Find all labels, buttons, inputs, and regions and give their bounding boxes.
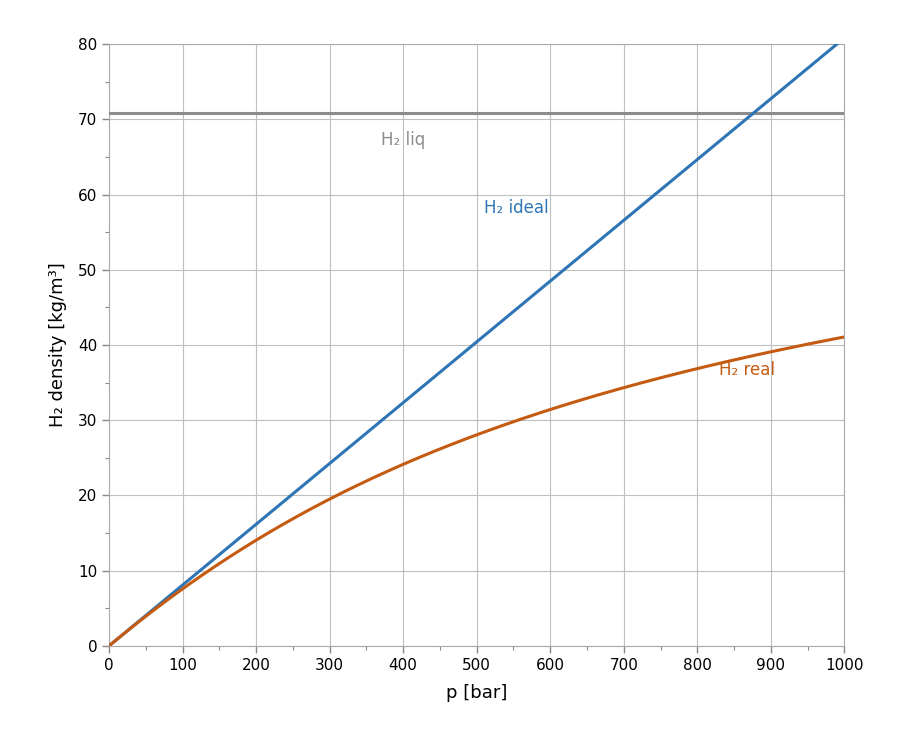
Text: H₂ real: H₂ real [719, 361, 775, 379]
Text: H₂ liq: H₂ liq [381, 131, 425, 148]
X-axis label: p [bar]: p [bar] [446, 684, 508, 702]
Text: H₂ ideal: H₂ ideal [484, 199, 548, 217]
Y-axis label: H₂ density [kg/m³]: H₂ density [kg/m³] [49, 263, 66, 427]
